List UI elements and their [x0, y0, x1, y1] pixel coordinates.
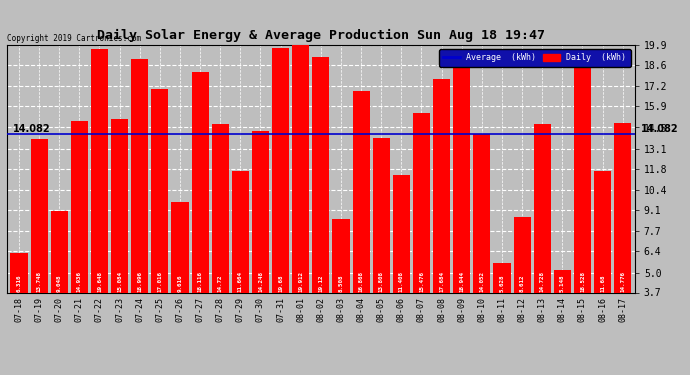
- Bar: [333, 219, 350, 349]
- Text: 14.052: 14.052: [480, 271, 484, 292]
- Text: 8.612: 8.612: [520, 274, 524, 292]
- Text: 17.016: 17.016: [157, 271, 162, 292]
- Text: 11.408: 11.408: [399, 271, 404, 292]
- Text: Copyright 2019 Cartronics.com: Copyright 2019 Cartronics.com: [7, 34, 141, 43]
- Text: 17.684: 17.684: [439, 271, 444, 292]
- Text: 19.648: 19.648: [97, 271, 102, 292]
- Bar: [433, 79, 450, 349]
- Text: 14.936: 14.936: [77, 271, 82, 292]
- Text: 8.508: 8.508: [339, 274, 344, 292]
- Bar: [91, 49, 108, 349]
- Bar: [232, 171, 249, 349]
- Text: 16.868: 16.868: [359, 271, 364, 292]
- Bar: [393, 175, 410, 349]
- Text: 18.116: 18.116: [197, 271, 203, 292]
- Text: 19.68: 19.68: [278, 274, 283, 292]
- Text: 13.748: 13.748: [37, 271, 41, 292]
- Text: 14.082: 14.082: [13, 124, 51, 134]
- Bar: [513, 217, 531, 349]
- Bar: [171, 202, 188, 349]
- Bar: [111, 118, 128, 349]
- Bar: [10, 252, 28, 349]
- Text: 6.316: 6.316: [17, 274, 21, 292]
- Text: 15.084: 15.084: [117, 271, 122, 292]
- Title: Daily Solar Energy & Average Production Sun Aug 18 19:47: Daily Solar Energy & Average Production …: [97, 29, 545, 42]
- Bar: [453, 60, 471, 349]
- Text: 11.68: 11.68: [600, 274, 605, 292]
- Bar: [252, 131, 269, 349]
- Text: 19.12: 19.12: [318, 274, 324, 292]
- Text: 13.808: 13.808: [379, 271, 384, 292]
- Bar: [272, 48, 289, 349]
- Bar: [131, 59, 148, 349]
- Text: 18.996: 18.996: [137, 271, 142, 292]
- Text: 14.082: 14.082: [641, 124, 679, 134]
- Bar: [50, 211, 68, 349]
- Bar: [533, 124, 551, 349]
- Text: 5.148: 5.148: [560, 274, 565, 292]
- Bar: [71, 121, 88, 349]
- Text: 9.616: 9.616: [177, 274, 182, 292]
- Text: 14.728: 14.728: [540, 271, 544, 292]
- Bar: [30, 139, 48, 349]
- Text: 14.776: 14.776: [620, 271, 625, 292]
- Bar: [614, 123, 631, 349]
- Text: 15.476: 15.476: [419, 271, 424, 292]
- Text: 5.628: 5.628: [500, 274, 504, 292]
- Bar: [313, 57, 329, 349]
- Bar: [212, 124, 229, 349]
- Bar: [413, 112, 430, 349]
- Bar: [554, 270, 571, 349]
- Text: 18.528: 18.528: [580, 271, 585, 292]
- Text: 14.248: 14.248: [258, 271, 263, 292]
- Bar: [594, 171, 611, 349]
- Bar: [373, 138, 390, 349]
- Bar: [473, 134, 491, 349]
- Bar: [574, 66, 591, 349]
- Text: 11.664: 11.664: [238, 271, 243, 292]
- Legend: Average  (kWh), Daily  (kWh): Average (kWh), Daily (kWh): [439, 49, 631, 66]
- Bar: [493, 263, 511, 349]
- Bar: [353, 92, 370, 349]
- Text: 14.72: 14.72: [218, 274, 223, 292]
- Text: 18.944: 18.944: [460, 271, 464, 292]
- Text: 9.048: 9.048: [57, 274, 61, 292]
- Bar: [151, 89, 168, 349]
- Bar: [192, 72, 208, 349]
- Bar: [292, 45, 309, 349]
- Text: 19.912: 19.912: [298, 271, 303, 292]
